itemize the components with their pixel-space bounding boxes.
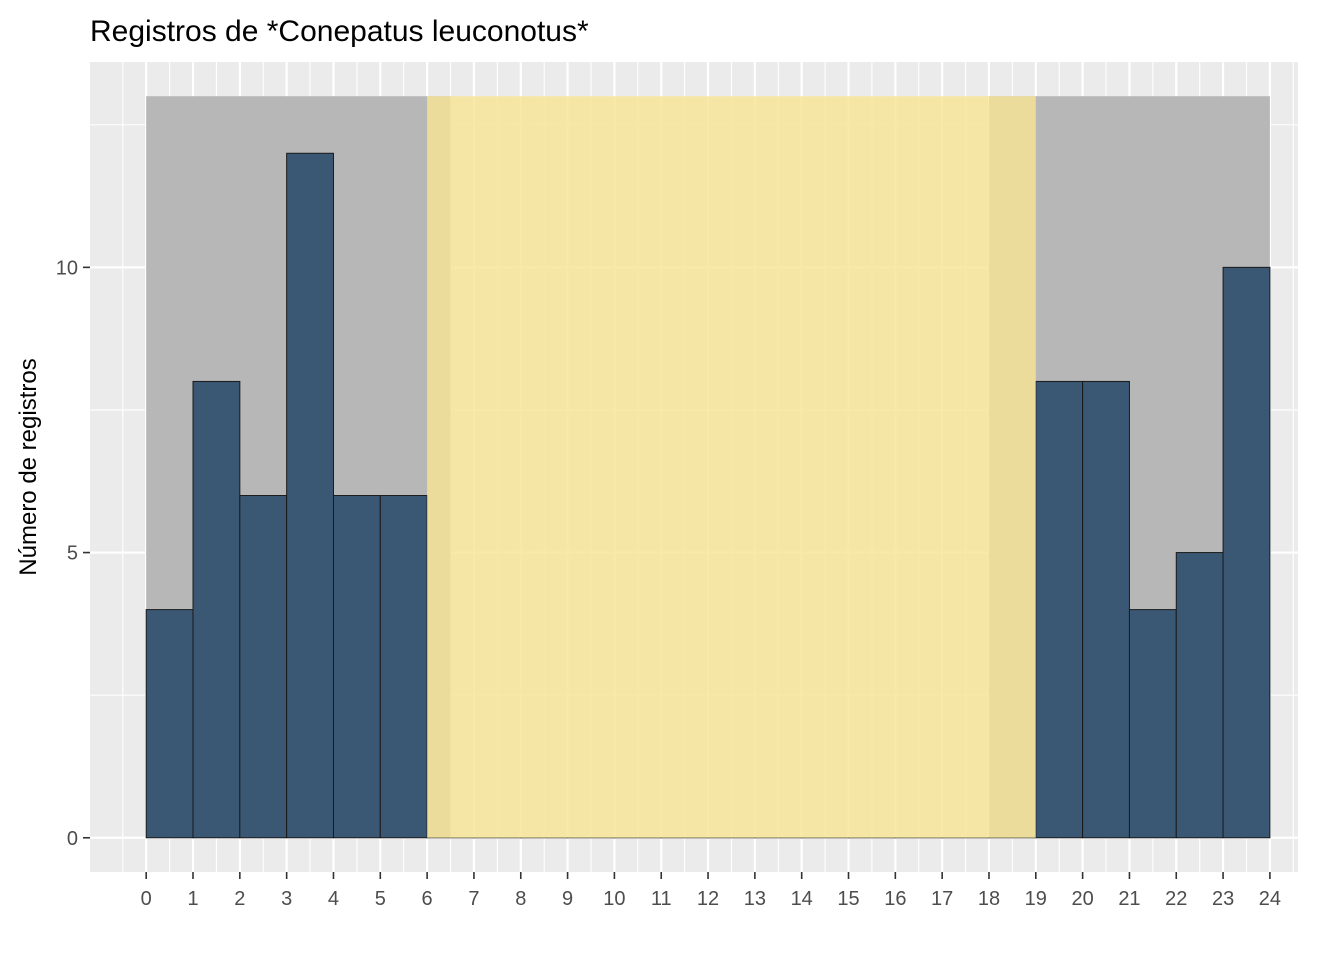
bars bbox=[145, 152, 1271, 839]
x-tick-label: 4 bbox=[328, 888, 339, 910]
x-tick-label: 14 bbox=[791, 888, 813, 910]
histogram-bar bbox=[379, 495, 428, 839]
y-tick-label: 10 bbox=[56, 257, 78, 279]
day-band bbox=[427, 96, 1036, 838]
x-tick-label: 20 bbox=[1071, 888, 1093, 910]
y-tick-label: 0 bbox=[67, 828, 78, 850]
x-tick-label: 9 bbox=[562, 888, 573, 910]
x-tick-label: 11 bbox=[651, 888, 672, 910]
histogram-bar bbox=[145, 609, 194, 839]
x-tick-label: 7 bbox=[468, 888, 479, 910]
x-axis: 0 1 2 3 4 5 6 7 8 9 10 11 12 13 14 15 16 17 18 19 20 21 22 23 24 bbox=[141, 872, 1281, 910]
x-tick-label: 16 bbox=[884, 888, 906, 910]
histogram-bar bbox=[192, 380, 241, 839]
y-tick-label: 5 bbox=[67, 543, 78, 565]
y-axis: 0 5 10 bbox=[56, 257, 90, 850]
chart-title: Registros de *Conepatus leuconotus* bbox=[90, 15, 589, 48]
x-tick-label: 23 bbox=[1212, 888, 1234, 910]
x-tick-label: 21 bbox=[1118, 888, 1140, 910]
x-tick-label: 8 bbox=[515, 888, 526, 910]
histogram-bar bbox=[286, 152, 334, 839]
x-tick-label: 15 bbox=[837, 888, 859, 910]
y-axis-label: Número de registros bbox=[15, 358, 42, 575]
histogram-bar bbox=[239, 495, 288, 839]
histogram-bar bbox=[1128, 609, 1177, 839]
x-tick-label: 10 bbox=[603, 888, 625, 910]
x-tick-label: 18 bbox=[978, 888, 1000, 910]
histogram-bar bbox=[1222, 266, 1271, 839]
x-tick-label: 0 bbox=[141, 888, 152, 910]
x-tick-label: 17 bbox=[931, 888, 953, 910]
x-tick-label: 13 bbox=[744, 888, 766, 910]
histogram-bar bbox=[1175, 552, 1224, 839]
x-tick-label: 1 bbox=[187, 888, 198, 910]
x-tick-label: 5 bbox=[375, 888, 386, 910]
x-tick-label: 3 bbox=[281, 888, 292, 910]
x-tick-label: 6 bbox=[422, 888, 433, 910]
histogram-bar bbox=[1082, 380, 1130, 839]
day-band-rect bbox=[427, 96, 1036, 838]
histogram-bar bbox=[332, 495, 381, 839]
histogram-bar bbox=[1035, 380, 1084, 839]
x-tick-label: 22 bbox=[1165, 888, 1187, 910]
x-tick-label: 24 bbox=[1259, 888, 1281, 910]
x-tick-label: 12 bbox=[697, 888, 719, 910]
x-tick-label: 2 bbox=[234, 888, 245, 910]
x-tick-label: 19 bbox=[1025, 888, 1047, 910]
